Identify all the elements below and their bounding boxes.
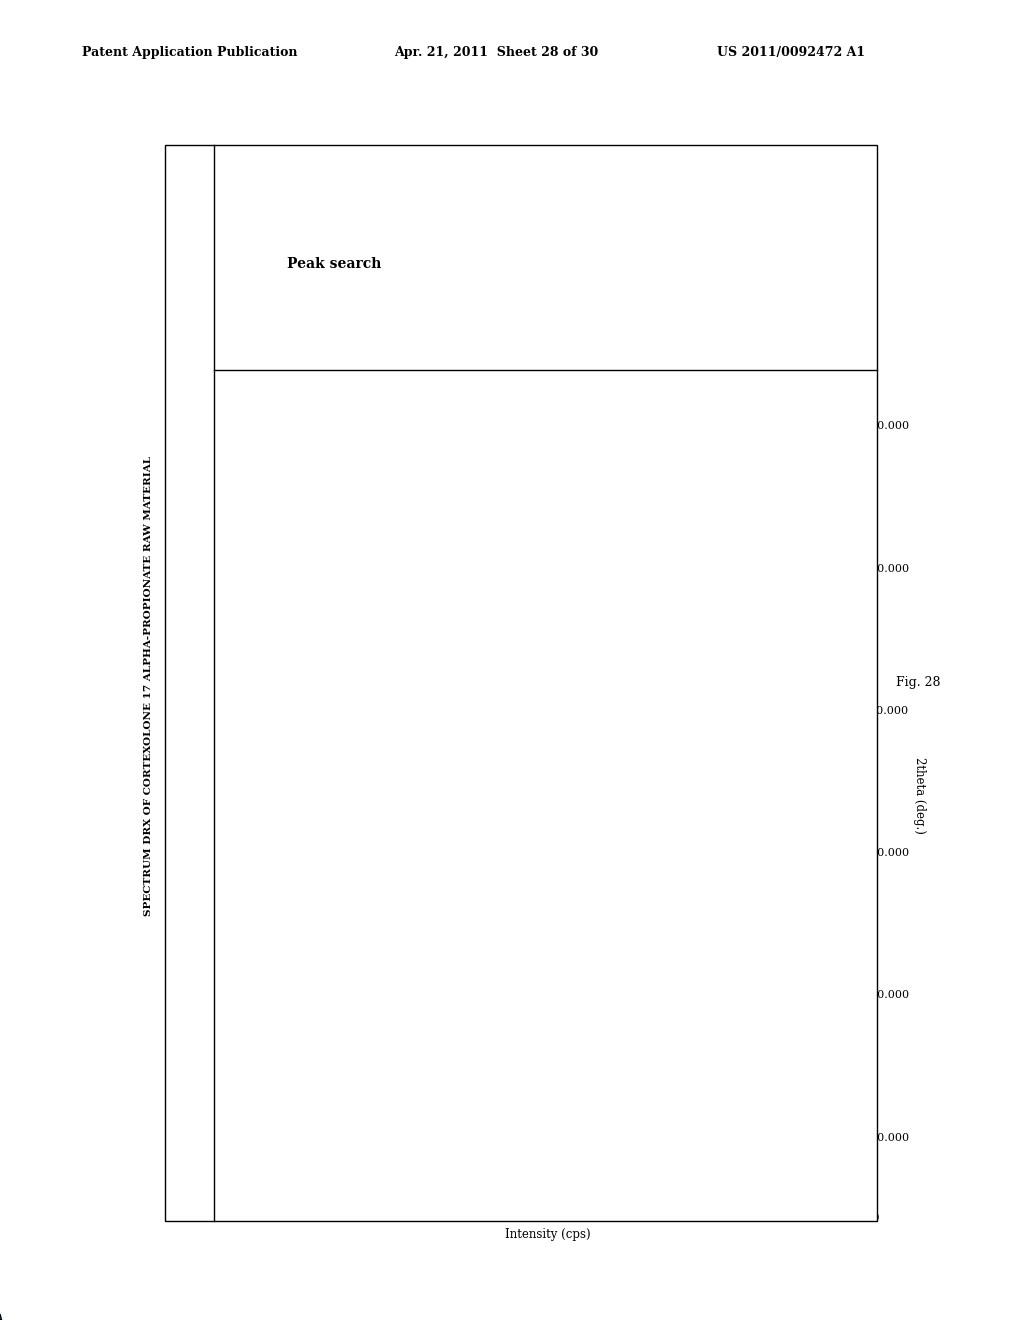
Text: US 2011/0092472 A1: US 2011/0092472 A1	[717, 46, 865, 59]
Text: SPECTRUM DRX OF CORTEXOLONE 17 ALPHA-PROPIONATE RAW MATERIAL: SPECTRUM DRX OF CORTEXOLONE 17 ALPHA-PRO…	[144, 457, 153, 916]
Text: Fig. 28: Fig. 28	[896, 676, 940, 689]
X-axis label: Intensity (cps): Intensity (cps)	[505, 1228, 591, 1241]
Y-axis label: 2theta (deg.): 2theta (deg.)	[913, 756, 926, 834]
Text: Peak search: Peak search	[287, 257, 381, 271]
Text: Apr. 21, 2011  Sheet 28 of 30: Apr. 21, 2011 Sheet 28 of 30	[394, 46, 598, 59]
Text: Patent Application Publication: Patent Application Publication	[82, 46, 297, 59]
